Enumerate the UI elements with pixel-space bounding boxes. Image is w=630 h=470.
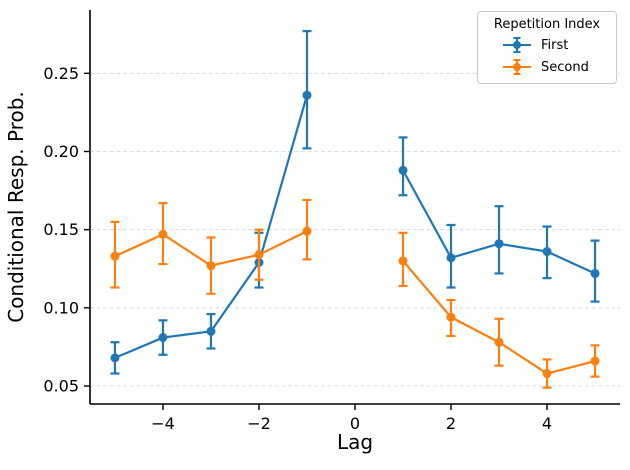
- errorbar-glyph: [503, 59, 531, 75]
- legend-item-first: First: [502, 36, 616, 54]
- data-point: [302, 226, 312, 236]
- y-tick-label: 0.05: [43, 377, 79, 396]
- x-axis-label: Lag: [336, 430, 374, 454]
- data-point: [398, 256, 408, 266]
- data-point: [158, 229, 168, 239]
- data-point: [206, 326, 216, 336]
- legend-title: Repetition Index: [493, 17, 601, 32]
- x-tick-label: −4: [151, 414, 175, 433]
- data-point: [494, 239, 504, 249]
- data-point: [494, 337, 504, 347]
- y-tick-label: 0.25: [43, 64, 79, 83]
- data-point: [158, 333, 168, 343]
- legend: Repetition Index First Second: [477, 11, 617, 84]
- y-tick-label: 0.20: [43, 142, 79, 161]
- y-axis-label: Conditional Resp. Prob.: [4, 91, 28, 323]
- data-point: [542, 247, 552, 257]
- data-point: [446, 253, 456, 263]
- y-tick-label: 0.10: [43, 298, 79, 317]
- data-point: [110, 353, 120, 363]
- data-point: [254, 250, 264, 260]
- errorbar-marker-icon: [502, 36, 532, 54]
- errorbar-glyph: [503, 37, 531, 53]
- data-point: [398, 165, 408, 175]
- legend-label-first: First: [541, 37, 569, 53]
- data-point: [590, 268, 600, 278]
- data-point: [206, 261, 216, 271]
- data-point: [542, 369, 552, 379]
- errorbar-marker-icon: [502, 58, 532, 76]
- x-tick-label: 2: [446, 414, 456, 433]
- data-point: [590, 356, 600, 366]
- data-point: [446, 312, 456, 322]
- data-point: [302, 90, 312, 100]
- y-tick-label: 0.15: [43, 220, 79, 239]
- data-point: [110, 251, 120, 261]
- x-tick-label: 4: [542, 414, 552, 433]
- legend-label-second: Second: [541, 59, 589, 75]
- x-tick-label: −2: [247, 414, 271, 433]
- legend-item-second: Second: [502, 58, 616, 76]
- x-tick-label: 0: [350, 414, 360, 433]
